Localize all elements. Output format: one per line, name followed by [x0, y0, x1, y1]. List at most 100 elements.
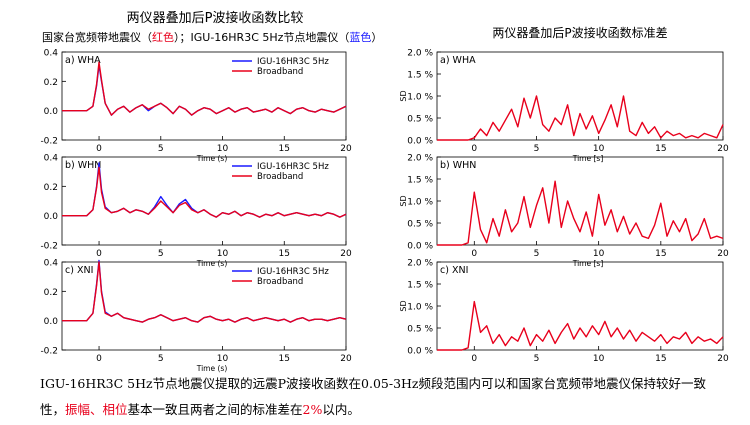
left-panel-2-xtick-label: 5	[158, 249, 164, 259]
right-panel-2-xtick-label: 20	[717, 249, 729, 259]
left-panel-2-legend-label: IGU-16HR3C 5Hz	[257, 162, 329, 172]
left-panel-3-xtick-label: 5	[158, 354, 164, 364]
left-panel-1-ytick-label: 0.0	[44, 107, 59, 117]
right-panel-2-ytick-label: 2.0 %	[407, 154, 433, 164]
subtitle-part2: ）；IGU-16HR3C 5Hz节点地震仪（	[174, 31, 349, 44]
caption-line-1: IGU-16HR3C 5Hz节点地震仪提取的远震P波接收函数在0.05-3Hz频…	[40, 376, 707, 391]
right-panel-1-series-sd-line	[437, 95, 724, 141]
left-panel-2-ytick-label: 0.0	[44, 212, 59, 222]
left-panel-2-xtick-label: 10	[217, 249, 229, 259]
left-panel-2-frame	[61, 156, 347, 246]
right-panel-2-ytick-label: 1.0 %	[407, 198, 433, 208]
right-panel-1-label: a) WHA	[440, 55, 476, 66]
right-panel-1-xlabel: Time [s]	[572, 154, 604, 163]
left-panel-3: -0.2 0.0 0.2 0.4 0 5 10 15 20 Time (s) c) XNI IGU-1…	[40, 259, 352, 374]
left-panel-2-ytick-label: -0.2	[40, 242, 58, 252]
right-panel-3-label: c) XNI	[440, 265, 468, 276]
right-panel-3-series-sd-line	[437, 300, 724, 351]
right-panel-2-ylabel: SD	[399, 195, 408, 206]
right-panel-3-xtick-label: 15	[655, 354, 666, 364]
left-panel-3-xtick-label: 10	[217, 354, 229, 364]
right-panel-1-ytick-label: 0.0 %	[407, 137, 433, 147]
left-panel-1-legend-label: Broadband	[257, 67, 303, 77]
caption-highlight-amplitude-phase: 振幅、相位	[65, 402, 128, 417]
left-panel-2-xtick-label: 20	[340, 249, 352, 259]
right-panel-1-frame	[436, 51, 724, 141]
right-panel-3-frame	[436, 261, 724, 351]
left-panel-3-ytick-label: -0.2	[40, 347, 58, 357]
left-panel-2-xlabel: Time (s)	[196, 259, 228, 268]
left-panel-3-xtick-label: 20	[340, 354, 352, 364]
right-panel-2-label: b) WHN	[440, 160, 476, 171]
subtitle-blue-word: 蓝色	[349, 30, 371, 44]
left-panel-3-ytick-label: 0.4	[44, 259, 59, 269]
right-panel-3: 0.0 % 0.5 % 1.0 % 1.5 % 2.0 % 0 5 10 15 20 SD c) XN…	[399, 259, 729, 365]
right-panel-1-ylabel: SD	[399, 90, 408, 101]
right-panel-2: 0.0 % 0.5 % 1.0 % 1.5 % 2.0 % 0 5 10 15 20 Time [s…	[399, 154, 729, 269]
left-panel-1-legend-label: IGU-16HR3C 5Hz	[257, 57, 329, 67]
right-panel-3-xtick-label: 10	[593, 354, 605, 364]
left-title: 两仪器叠加后P波接收函数比较	[127, 10, 304, 26]
left-panel-3-xlabel: Time (s)	[196, 364, 228, 373]
right-panel-3-ytick-label: 2.0 %	[407, 259, 433, 269]
left-panel-3-ytick-label: 0.2	[44, 288, 58, 298]
right-panel-2-ytick-label: 0.0 %	[407, 242, 433, 252]
right-panel-1-ytick-label: 1.5 %	[407, 71, 433, 81]
left-panel-1-label: a) WHA	[65, 55, 101, 66]
right-panel-3-ytick-label: 1.5 %	[407, 281, 433, 291]
right-panel-1-ytick-label: 2.0 %	[407, 49, 433, 59]
left-panel-1-ytick-label: 0.4	[44, 49, 59, 59]
left-panel-3-xtick-label: 15	[279, 354, 290, 364]
right-panel-1-xtick-label: 20	[717, 144, 729, 154]
right-panel-3-ytick-label: 0.5 %	[407, 325, 433, 335]
left-panel-1-xlabel: Time (s)	[196, 154, 228, 163]
left-panel-1: -0.2 0.0 0.2 0.4 0 5 10 15 20 Time (s) a) WHA IGU-1…	[40, 49, 352, 164]
left-panel-1-ytick-label: 0.2	[44, 78, 58, 88]
left-panel-3-ytick-label: 0.0	[44, 317, 59, 327]
left-panel-1-series-broadband-line	[62, 61, 347, 116]
subtitle-red-word: 红色	[152, 30, 174, 44]
left-panel-2-ytick-label: 0.2	[44, 183, 58, 193]
right-panel-1: 0.0 % 0.5 % 1.0 % 1.5 % 2.0 % 0 5 10 15 20 Time [s…	[399, 49, 729, 164]
right-panel-3-ylabel: SD	[399, 300, 408, 311]
right-panel-1-ytick-label: 0.5 %	[407, 115, 433, 125]
chart-panels: -0.2 0.0 0.2 0.4 0 5 10 15 20 Time (s) a) WHA IGU-1…	[40, 49, 729, 374]
caption-text-c: 以内。	[322, 402, 360, 417]
left-panel-3-legend-label: Broadband	[257, 277, 303, 287]
left-panel-3-frame	[61, 261, 347, 351]
subtitle-part3: ）	[371, 31, 382, 44]
left-panel-2-series-broadband-line	[62, 166, 347, 218]
left-panel-1-xtick-label: 10	[217, 144, 229, 154]
left-panel-1-ytick-label: -0.2	[40, 137, 58, 147]
right-panel-3-xtick-label: 20	[717, 354, 729, 364]
left-panel-1-frame	[61, 51, 347, 141]
right-panel-1-xtick-label: 0	[471, 144, 477, 154]
right-panel-2-xtick-label: 15	[655, 249, 666, 259]
left-panel-1-xtick-label: 20	[340, 144, 352, 154]
right-panel-1-ytick-label: 1.0 %	[407, 93, 433, 103]
left-panel-1-xtick-label: 0	[96, 144, 102, 154]
caption-text-b: 基本一致且两者之间的标准差在	[127, 402, 303, 417]
left-panel-2-xtick-label: 15	[279, 249, 290, 259]
left-panel-1-xtick-label: 5	[158, 144, 164, 154]
right-panel-2-xlabel: Time [s]	[572, 259, 604, 268]
right-panel-2-xtick-label: 0	[471, 249, 477, 259]
left-panel-3-series-broadband-line	[62, 261, 347, 323]
right-panel-3-ytick-label: 0.0 %	[407, 347, 433, 357]
right-panel-2-xtick-label: 5	[534, 249, 540, 259]
left-subtitle: 国家台宽频带地震仪（红色）；IGU-16HR3C 5Hz节点地震仪（蓝色）	[42, 30, 382, 44]
left-panel-3-xtick-label: 0	[96, 354, 102, 364]
caption-text-a: 性，	[40, 402, 66, 417]
right-panel-2-ytick-label: 0.5 %	[407, 220, 433, 230]
left-panel-2-legend-label: Broadband	[257, 172, 303, 182]
right-panel-1-xtick-label: 10	[593, 144, 605, 154]
left-panel-3-legend-label: IGU-16HR3C 5Hz	[257, 267, 329, 277]
caption-line-2: 性，振幅、相位基本一致且两者之间的标准差在2%以内。	[40, 399, 360, 418]
left-panel-2: -0.2 0.0 0.2 0.4 0 5 10 15 20 Time (s) b) WHN IGU-1…	[40, 154, 352, 269]
right-panel-3-xtick-label: 5	[534, 354, 540, 364]
left-panel-2-xtick-label: 0	[96, 249, 102, 259]
right-panel-1-xtick-label: 5	[534, 144, 540, 154]
right-panel-3-xtick-label: 0	[471, 354, 477, 364]
left-panel-3-label: c) XNI	[65, 265, 93, 276]
